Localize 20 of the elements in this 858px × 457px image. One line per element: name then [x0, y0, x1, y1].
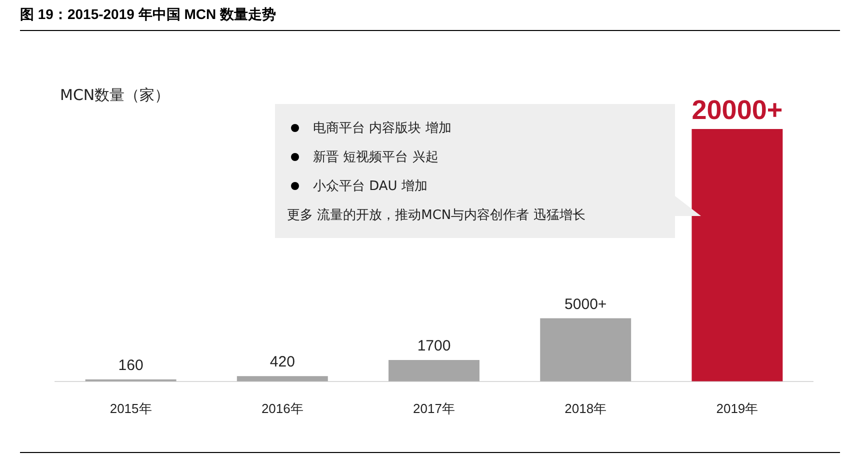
annotation: 电商平台 内容版块 增加 — [312, 120, 452, 138]
data-label: 1700 — [417, 338, 451, 355]
annotation: 新晋 短视频平台 兴起 — [312, 149, 440, 167]
bar — [236, 376, 328, 382]
annotation: 更多 流量的开放，推动MCN与内容创作者 迅猛增长 — [287, 207, 586, 225]
annotation: 小众平台 DAU 增加 — [312, 178, 428, 196]
y-axis-title: MCN数量（家） — [60, 86, 170, 105]
data-label: 160 — [118, 357, 144, 374]
data-label: 20000+ — [692, 94, 783, 125]
bar — [540, 318, 632, 382]
data-label: 420 — [270, 354, 295, 371]
x-tick-label: 2016年 — [261, 400, 304, 416]
bar — [388, 360, 480, 382]
chart-title: 图 19：2015-2019 年中国 MCN 数量走势 — [20, 6, 277, 24]
x-tick-label: 2015年 — [110, 400, 152, 416]
x-tick-label: 2017年 — [413, 400, 455, 416]
x-tick-label: 2019年 — [716, 400, 758, 416]
bar — [692, 129, 783, 382]
data-label: 5000+ — [564, 296, 607, 313]
x-tick-label: 2018年 — [564, 400, 607, 416]
